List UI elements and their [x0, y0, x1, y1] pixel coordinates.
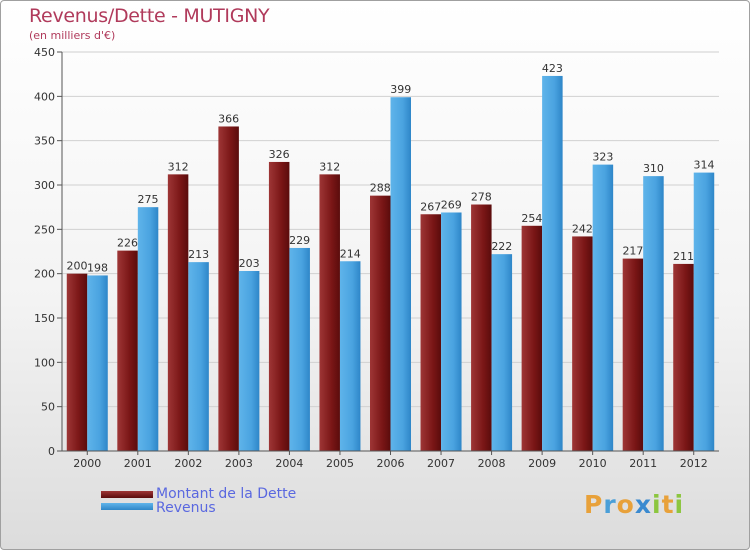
bar-dette: [319, 174, 340, 452]
x-tick-label: 2006: [377, 457, 405, 470]
x-tick-label: 2012: [680, 457, 708, 470]
bar-revenus: [87, 275, 108, 451]
x-tick-label: 2005: [326, 457, 354, 470]
data-label: 312: [319, 160, 340, 173]
data-label: 312: [168, 160, 189, 173]
data-label: 275: [138, 193, 159, 206]
logo-letter: r: [603, 490, 617, 519]
bar-dette: [471, 204, 492, 451]
y-tick-label: 450: [34, 46, 55, 59]
y-tick-label: 200: [34, 268, 55, 281]
data-label: 229: [289, 234, 310, 247]
bar-dette: [673, 263, 694, 451]
legend-swatch-dette: [101, 491, 153, 498]
data-label: 278: [471, 191, 492, 204]
x-tick-label: 2007: [427, 457, 455, 470]
y-tick-label: 350: [34, 135, 55, 148]
data-label: 314: [693, 159, 714, 172]
data-label: 323: [592, 151, 613, 164]
bar-revenus: [137, 207, 159, 451]
data-label: 198: [87, 261, 108, 274]
x-tick-label: 2011: [629, 457, 657, 470]
bar-dette: [268, 161, 290, 452]
y-tick-label: 400: [34, 90, 55, 103]
chart-subtitle: (en milliers d'€): [29, 29, 116, 42]
logo-letter: x: [634, 490, 652, 519]
data-label: 254: [521, 212, 542, 225]
bar-dette: [66, 273, 88, 451]
y-tick-label: 150: [34, 312, 55, 325]
x-tick-label: 2004: [275, 457, 303, 470]
data-label: 366: [218, 112, 239, 125]
x-tick-label: 2008: [478, 457, 506, 470]
x-tick-label: 2000: [73, 457, 101, 470]
bar-dette: [370, 195, 391, 451]
logo-letter: t: [661, 490, 675, 519]
x-tick-label: 2001: [124, 457, 152, 470]
bar-dette: [167, 174, 189, 452]
bar-dette: [117, 250, 138, 451]
x-tick-label: 2002: [174, 457, 202, 470]
bar-revenus: [542, 75, 563, 451]
data-label: 310: [643, 162, 664, 175]
data-label: 399: [390, 83, 411, 96]
data-label: 267: [420, 200, 441, 213]
data-label: 269: [441, 198, 462, 211]
y-tick-label: 300: [34, 179, 55, 192]
data-label: 226: [117, 237, 138, 250]
legend-label-revenus: Revenus: [156, 500, 216, 516]
x-tick-label: 2009: [528, 457, 556, 470]
bar-dette: [572, 236, 593, 451]
logo-letter: i: [674, 490, 685, 519]
bar-revenus: [693, 172, 715, 451]
chart-title: Revenus/Dette - MUTIGNY: [29, 5, 270, 27]
data-label: 242: [572, 222, 593, 235]
y-tick-label: 0: [48, 445, 55, 458]
x-tick-label: 2003: [225, 457, 253, 470]
logo-letter: P: [584, 490, 604, 519]
bar-revenus: [339, 261, 361, 451]
logo-letter: o: [616, 490, 635, 519]
bar-dette: [420, 214, 442, 451]
x-tick-label: 2010: [579, 457, 607, 470]
legend-label-dette: Montant de la Dette: [156, 486, 297, 502]
data-label: 288: [370, 182, 391, 195]
data-label: 217: [622, 245, 643, 258]
data-label: 423: [542, 62, 563, 75]
bar-revenus: [188, 262, 209, 451]
bar-revenus: [238, 271, 260, 451]
logo-letter: i: [652, 490, 662, 519]
y-tick-label: 50: [41, 401, 55, 414]
bar-revenus: [441, 212, 462, 451]
bar-revenus: [592, 164, 614, 451]
y-tick-label: 250: [34, 223, 55, 236]
legend-swatch-revenus: [101, 503, 153, 510]
data-label: 326: [269, 148, 290, 161]
bar-revenus: [491, 254, 513, 451]
proxiti-logo: Proxiti: [584, 490, 684, 519]
bar-dette: [622, 258, 644, 451]
bar-revenus: [643, 176, 664, 451]
bar-revenus: [289, 247, 310, 451]
bar-revenus: [390, 97, 411, 451]
bar-dette: [521, 225, 543, 451]
data-label: 213: [188, 248, 209, 261]
data-label: 203: [239, 257, 260, 270]
bar-dette: [218, 126, 239, 451]
data-label: 214: [340, 247, 361, 260]
data-label: 200: [67, 260, 88, 273]
data-label: 222: [491, 240, 512, 253]
data-label: 211: [673, 250, 694, 263]
y-tick-label: 100: [34, 356, 55, 369]
